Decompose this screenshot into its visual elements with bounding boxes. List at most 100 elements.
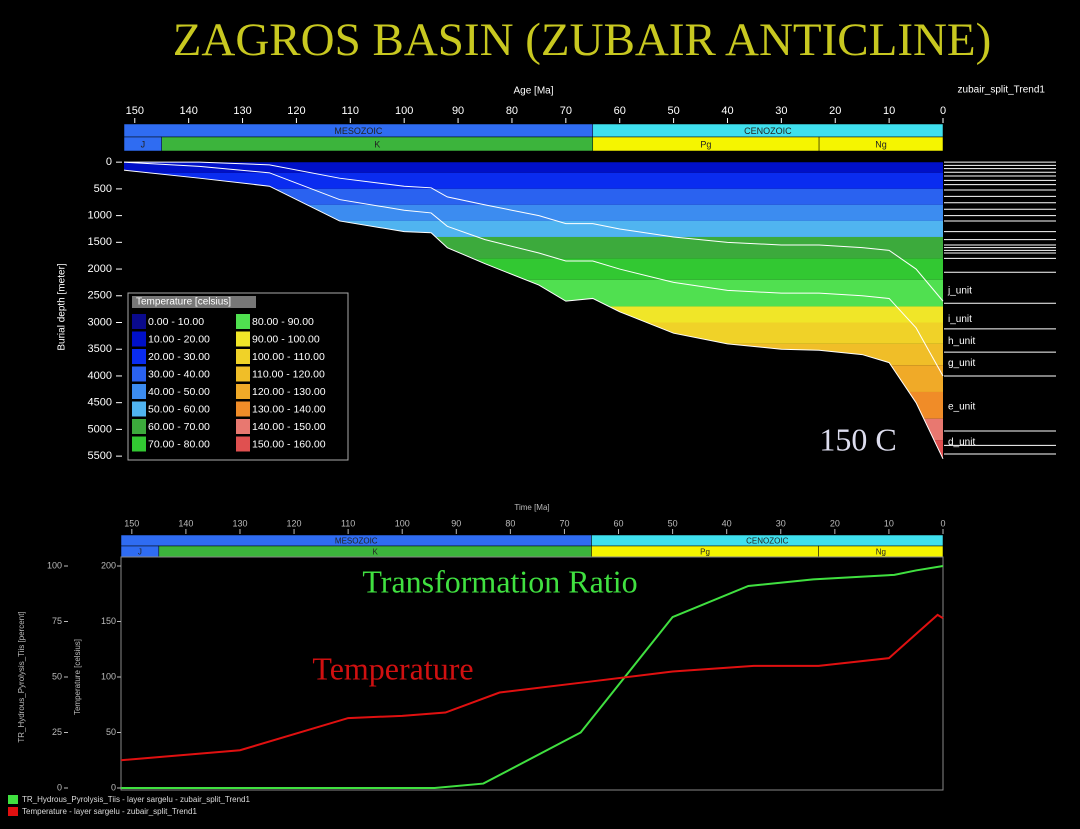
y2-tick-label: 0 [111, 782, 116, 792]
x-tick-label: 0 [940, 105, 946, 117]
x-tick-label: 150 [124, 518, 139, 528]
legend-swatch [8, 795, 18, 804]
x-tick-label: 120 [287, 518, 302, 528]
x-tick-label: 60 [614, 105, 626, 117]
period-label: K [374, 139, 380, 149]
y-tick-label: 5000 [88, 423, 112, 435]
legend-swatch [236, 331, 250, 347]
y-tick-label: 3500 [88, 343, 112, 355]
x-tick-label: 90 [451, 518, 461, 528]
legend-swatch [132, 314, 146, 329]
legend-label: TR_Hydrous_Pyrolysis_Tiis - layer sargel… [22, 795, 250, 804]
period-label: K [372, 548, 378, 557]
x-tick-label: 150 [126, 105, 144, 117]
legend-label: 0.00 - 10.00 [148, 316, 204, 328]
y-tick-label: 4500 [88, 397, 112, 409]
unit-label: d_unit [948, 437, 975, 448]
x-tick-label: 50 [668, 518, 678, 528]
legend-swatch [236, 384, 250, 399]
y-tick-label: 5500 [88, 450, 112, 462]
temperature-band [124, 236, 943, 259]
x-tick-label: 10 [883, 105, 895, 117]
legend-swatch [132, 384, 146, 399]
era-label: MESOZOIC [334, 126, 383, 136]
y2-tick-label: 200 [101, 560, 116, 570]
legend-swatch [132, 401, 146, 417]
legend-label: 90.00 - 100.00 [252, 333, 320, 345]
slide-title: ZAGROS BASIN (ZUBAIR ANTICLINE) [173, 14, 992, 66]
period-label: Pg [700, 139, 711, 149]
y-axis-label: Burial depth [meter] [57, 263, 68, 350]
x-tick-label: 80 [505, 518, 515, 528]
legend-label: 150.00 - 160.00 [252, 438, 326, 450]
legend-label: Temperature - layer sargelu - zubair_spl… [22, 807, 197, 816]
legend-swatch [132, 349, 146, 364]
temperature-band [124, 258, 943, 280]
period-label: J [138, 548, 142, 557]
era-label: MESOZOIC [335, 537, 378, 546]
y2-tick-label: 150 [101, 616, 116, 626]
x-tick-label: 20 [829, 105, 841, 117]
x-axis-label: Age [Ma] [513, 86, 553, 97]
y-tick-label: 1000 [88, 210, 112, 222]
legend-title: Temperature [celsius] [136, 297, 231, 308]
legend-label: 120.00 - 130.00 [252, 386, 326, 398]
legend-label: 30.00 - 40.00 [148, 368, 210, 380]
x-tick-label: 70 [559, 518, 569, 528]
y-tick-label: 0 [57, 782, 62, 792]
x-tick-label: 110 [341, 518, 355, 528]
x-tick-label: 90 [452, 105, 464, 117]
era-label: CENOZOIC [746, 537, 788, 546]
legend-title-bg [132, 296, 256, 308]
legend-swatch [236, 401, 250, 417]
legend-swatch [236, 349, 250, 364]
legend-swatch [236, 314, 250, 329]
x-tick-label: 40 [722, 518, 732, 528]
x-tick-label: 40 [721, 105, 733, 117]
period-label: Ng [876, 548, 886, 557]
y-tick-label: 50 [52, 671, 62, 681]
legend-label: 80.00 - 90.00 [252, 316, 314, 328]
y-tick-label: 2500 [88, 290, 112, 302]
legend-label: 100.00 - 110.00 [252, 351, 325, 363]
period-label: J [141, 139, 146, 149]
period-label: Ng [875, 139, 887, 149]
horizon-line [123, 169, 944, 460]
x-tick-label: 30 [776, 518, 786, 528]
y-tick-label: 3000 [88, 316, 112, 328]
legend-swatch [8, 807, 18, 816]
unit-label: e_unit [948, 402, 975, 413]
plot-frame [120, 556, 944, 791]
legend-label: 60.00 - 70.00 [148, 421, 210, 433]
period-bar [818, 136, 944, 152]
x-tick-label: 60 [614, 518, 624, 528]
legend-swatch [132, 419, 146, 434]
legend-label: 20.00 - 30.00 [148, 351, 210, 363]
unit-label: g_unit [948, 358, 975, 369]
x-tick-label: 100 [395, 105, 413, 117]
trend-label: zubair_split_Trend1 [958, 85, 1046, 96]
legend-swatch [236, 436, 250, 452]
x-tick-label: 120 [287, 105, 305, 117]
temperature-band [124, 188, 943, 205]
y2-tick-label: 100 [101, 671, 116, 681]
legend-swatch [132, 436, 146, 452]
temperature-band [124, 172, 943, 189]
unit-label: h_unit [948, 336, 975, 347]
legend-swatch [132, 331, 146, 347]
unit-label: i_unit [948, 314, 972, 325]
y-tick-label: 0 [106, 156, 112, 168]
x-tick-label: 20 [830, 518, 840, 528]
x-tick-label: 110 [342, 105, 360, 117]
legend-label: 50.00 - 60.00 [148, 403, 210, 415]
legend-swatch [236, 366, 250, 382]
x-axis-label: Time [Ma] [514, 503, 549, 512]
series-line [121, 565, 944, 789]
x-tick-label: 100 [395, 518, 410, 528]
y-tick-label: 25 [52, 727, 62, 737]
y-axis-label: TR_Hydrous_Pyrolysis_Tiis [percent] [17, 611, 26, 742]
unit-label: j_unit [947, 286, 972, 297]
legend-swatch [132, 366, 146, 382]
